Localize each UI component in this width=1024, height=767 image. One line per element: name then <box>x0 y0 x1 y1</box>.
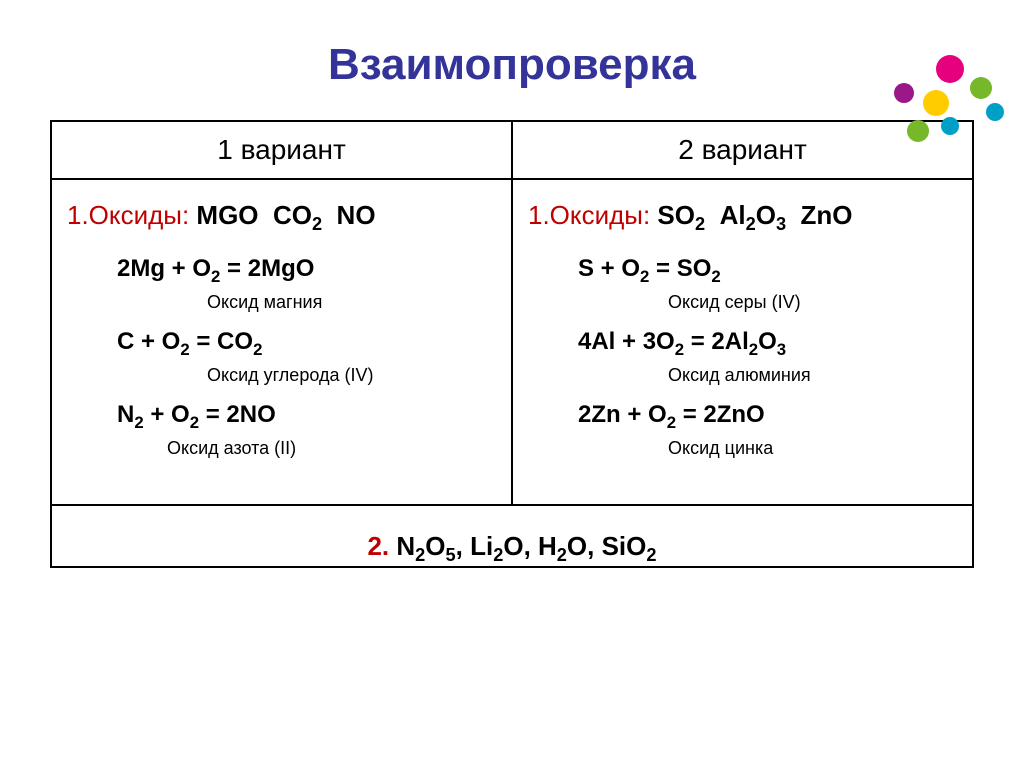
content-cell-right: 1.Оксиды: SO2 Al2O3 ZnO S + O2 = SO2 Окс… <box>512 179 973 505</box>
bottom-formula-list: N2O5, Li2O, H2O, SiO2 <box>396 531 656 561</box>
content-cell-left: 1.Оксиды: MGO CO2 NO 2Mg + O2 = 2MgO Окс… <box>51 179 512 505</box>
dot-icon <box>970 77 992 99</box>
comparison-table: 1 вариант 2 вариант 1.Оксиды: MGO CO2 NO… <box>50 120 974 568</box>
oxides-formulas: MGO CO2 NO <box>196 200 375 230</box>
equation-name: Оксид алюминия <box>668 365 957 386</box>
slide: Взаимопроверка 1 вариант 2 вариант 1.Окс… <box>0 0 1024 767</box>
bottom-row: 2. N2O5, Li2O, H2O, SiO2 <box>51 505 973 567</box>
equation-name: Оксид азота (II) <box>167 438 496 459</box>
equation-name: Оксид магния <box>207 292 496 313</box>
dot-icon <box>894 83 914 103</box>
equation: C + O2 = CO2 <box>117 328 496 360</box>
dot-icon <box>923 90 949 116</box>
oxides-line: 1.Оксиды: MGO CO2 NO <box>67 200 496 235</box>
bottom-formulas: 2. N2O5, Li2O, H2O, SiO2 <box>52 531 972 566</box>
oxides-label: 1.Оксиды: <box>67 200 189 230</box>
bottom-number: 2. <box>367 531 389 561</box>
oxides-label: 1.Оксиды: <box>528 200 650 230</box>
equation: 2Mg + O2 = 2MgO <box>117 255 496 287</box>
dot-icon <box>907 120 929 142</box>
oxides-formulas: SO2 Al2O3 ZnO <box>657 200 852 230</box>
equation: 4Al + 3O2 = 2Al2O3 <box>578 328 957 360</box>
slide-title: Взаимопроверка <box>50 40 974 90</box>
dot-icon <box>936 55 964 83</box>
oxides-line: 1.Оксиды: SO2 Al2O3 ZnO <box>528 200 957 235</box>
equation: 2Zn + O2 = 2ZnO <box>578 401 957 433</box>
decorative-dots <box>884 55 1004 145</box>
equation: S + O2 = SO2 <box>578 255 957 287</box>
dot-icon <box>986 103 1004 121</box>
column-header-left: 1 вариант <box>51 121 512 179</box>
dot-icon <box>941 117 959 135</box>
equation-name: Оксид серы (IV) <box>668 292 957 313</box>
equation-name: Оксид цинка <box>668 438 957 459</box>
equation: N2 + O2 = 2NO <box>117 401 496 433</box>
equation-name: Оксид углерода (IV) <box>207 365 496 386</box>
